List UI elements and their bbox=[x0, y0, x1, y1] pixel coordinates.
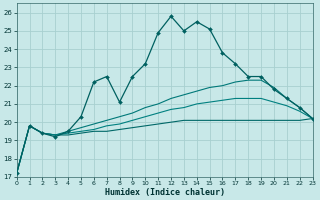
X-axis label: Humidex (Indice chaleur): Humidex (Indice chaleur) bbox=[105, 188, 225, 197]
